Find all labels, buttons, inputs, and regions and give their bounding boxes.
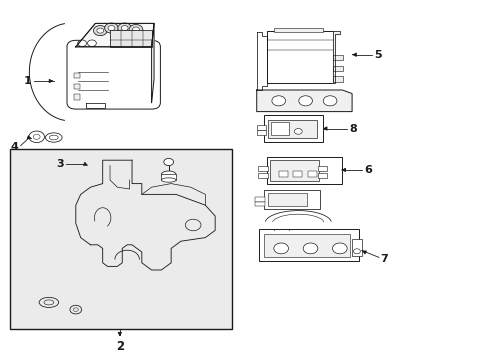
Circle shape (132, 27, 139, 32)
Circle shape (163, 158, 173, 166)
Bar (317, 166, 326, 171)
Text: 7: 7 (380, 254, 387, 264)
Bar (278, 171, 287, 177)
Text: 4: 4 (11, 142, 19, 152)
Text: 2: 2 (116, 340, 123, 353)
Bar (74, 84, 80, 89)
Bar (273, 28, 322, 32)
Circle shape (70, 305, 81, 314)
Circle shape (121, 26, 128, 31)
Bar (74, 94, 80, 100)
Bar (266, 31, 332, 83)
FancyBboxPatch shape (67, 40, 160, 109)
Circle shape (118, 23, 131, 33)
Bar (110, 30, 151, 47)
Ellipse shape (39, 297, 59, 307)
Bar (332, 76, 343, 82)
Circle shape (353, 249, 360, 254)
Text: 3: 3 (56, 159, 63, 169)
Polygon shape (76, 23, 154, 47)
Text: 8: 8 (348, 123, 356, 134)
Bar (264, 234, 349, 257)
Ellipse shape (161, 178, 176, 182)
Circle shape (294, 129, 302, 134)
Bar (255, 197, 264, 202)
Bar (161, 174, 176, 180)
Bar (307, 171, 316, 177)
Polygon shape (151, 23, 154, 103)
Bar (269, 160, 318, 181)
Circle shape (29, 131, 44, 143)
Circle shape (33, 134, 40, 139)
Text: 5: 5 (373, 50, 381, 60)
Bar (351, 239, 361, 256)
Bar (74, 73, 80, 78)
Circle shape (273, 243, 288, 254)
Bar (267, 193, 306, 206)
Bar (256, 130, 265, 135)
Bar (293, 171, 302, 177)
Ellipse shape (49, 135, 58, 140)
Bar (258, 173, 267, 178)
Bar (267, 120, 316, 138)
Text: 1: 1 (24, 76, 32, 86)
Circle shape (303, 243, 317, 254)
Bar (266, 157, 342, 184)
Bar (332, 66, 343, 71)
Circle shape (332, 243, 346, 254)
Circle shape (129, 24, 142, 35)
Text: 6: 6 (363, 165, 371, 175)
Circle shape (108, 26, 115, 31)
Ellipse shape (45, 133, 62, 142)
Bar (332, 55, 343, 60)
Bar (256, 125, 265, 130)
Circle shape (97, 28, 103, 33)
Bar (271, 122, 288, 135)
Circle shape (104, 23, 118, 33)
Circle shape (298, 96, 312, 106)
Polygon shape (256, 90, 351, 112)
Circle shape (93, 26, 107, 36)
Bar (264, 115, 322, 142)
Circle shape (323, 96, 336, 106)
Bar (255, 202, 264, 206)
Ellipse shape (161, 171, 176, 178)
Polygon shape (332, 31, 339, 83)
Bar (264, 190, 320, 209)
Circle shape (73, 308, 78, 311)
Circle shape (185, 219, 201, 231)
Bar (259, 229, 359, 261)
Circle shape (271, 96, 285, 106)
Circle shape (87, 40, 96, 46)
Ellipse shape (44, 300, 54, 305)
Bar (317, 173, 326, 178)
Circle shape (78, 40, 86, 46)
Bar (258, 166, 267, 171)
Bar (10, 149, 232, 329)
